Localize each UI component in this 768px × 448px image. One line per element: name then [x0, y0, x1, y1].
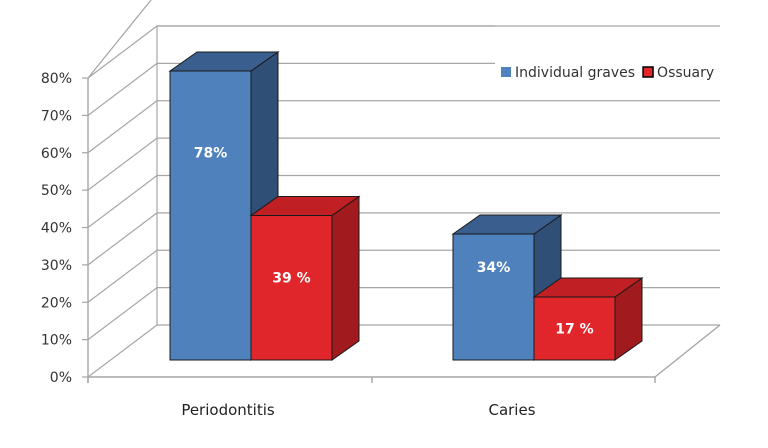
legend-label: Individual graves — [515, 65, 635, 81]
y-tick-label: 20% — [41, 295, 72, 311]
x-tick-label: Periodontitis — [181, 401, 275, 419]
bar-side — [331, 195, 360, 361]
y-tick-label: 0% — [50, 370, 72, 386]
bar — [169, 70, 252, 361]
data-label: 34% — [477, 260, 511, 276]
bar — [250, 215, 333, 361]
bar — [452, 233, 535, 361]
y-tick-label: 30% — [41, 258, 72, 274]
legend-label: Ossuary — [657, 65, 714, 81]
x-tick-label: Caries — [488, 401, 535, 419]
y-tick-label: 80% — [41, 71, 72, 87]
data-label: 78% — [194, 146, 228, 162]
y-tick-label: 50% — [41, 183, 72, 199]
gridline — [87, 137, 495, 191]
data-label: 17 % — [555, 322, 593, 338]
y-tick-label: 60% — [41, 146, 72, 162]
gridline — [87, 25, 495, 79]
gridline — [87, 0, 152, 79]
y-tick-label: 70% — [41, 108, 72, 124]
y-tick-label: 40% — [41, 221, 72, 237]
bar — [533, 296, 616, 361]
data-label: 39 % — [272, 271, 310, 287]
floor-edge — [654, 324, 721, 378]
legend-swatch — [642, 66, 654, 78]
y-tick-label: 10% — [41, 333, 72, 349]
gridline — [87, 62, 495, 116]
gridline — [87, 100, 495, 154]
legend-swatch — [501, 67, 511, 77]
